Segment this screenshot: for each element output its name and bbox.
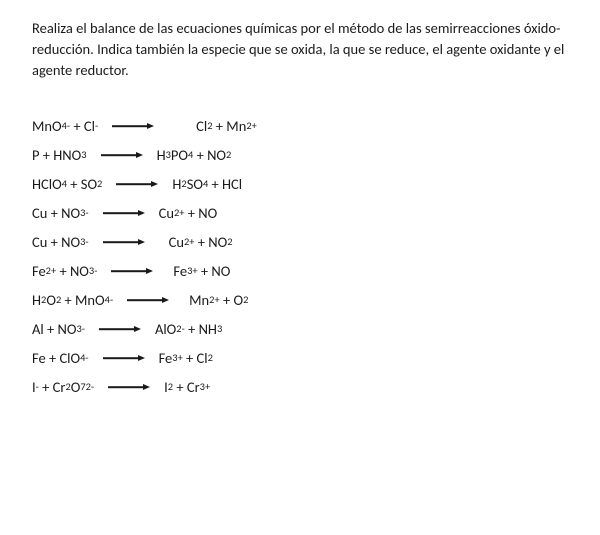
equation-row: Cu + NO3- Cu2+ + NO2: [32, 235, 572, 250]
equation-rhs: I2 + Cr3+: [164, 380, 210, 395]
arrow-icon: [101, 353, 147, 363]
arrow-icon: [106, 382, 152, 392]
arrow-icon: [97, 324, 143, 334]
equation-rhs: Mn2+ + O2: [183, 293, 248, 308]
arrow-icon: [99, 150, 145, 160]
equation-row: H2O2 + MnO4- Mn2+ + O2: [32, 293, 572, 308]
equations-list: MnO4- + Cl- Cl2 + Mn2+ P + HNO3 H3PO4 + NO2…: [32, 119, 572, 395]
equation-row: Fe + ClO4- Fe3+ + Cl2: [32, 351, 572, 366]
equation-lhs: MnO4- + Cl-: [32, 119, 98, 134]
equation-lhs: I- + Cr2O72-: [32, 380, 94, 395]
equation-rhs: Fe3+ + NO: [167, 264, 230, 279]
equation-rhs: H2SO4 + HCl: [172, 177, 242, 192]
arrow-icon: [101, 237, 147, 247]
equation-rhs: AlO2- + NH3: [155, 322, 222, 337]
equation-row: P + HNO3 H3PO4 + NO2: [32, 148, 572, 163]
equation-row: HClO4 + SO2 H2SO4 + HCl: [32, 177, 572, 192]
equation-lhs: Al + NO3-: [32, 322, 85, 337]
equation-lhs: Fe + ClO4-: [32, 351, 89, 366]
equation-rhs: Cu2+ + NO2: [159, 235, 233, 250]
arrow-icon: [125, 295, 171, 305]
equation-lhs: P + HNO3: [32, 148, 87, 163]
equation-row: I- + Cr2O72- I2 + Cr3+: [32, 380, 572, 395]
arrow-icon: [114, 179, 160, 189]
equation-row: Cu + NO3- Cu2+ + NO: [32, 206, 572, 221]
equation-lhs: H2O2 + MnO4-: [32, 293, 113, 308]
equation-lhs: Fe2+ + NO3-: [32, 264, 97, 279]
arrow-icon: [110, 121, 156, 131]
equation-row: MnO4- + Cl- Cl2 + Mn2+: [32, 119, 572, 134]
equation-rhs: Fe3+ + Cl2: [159, 351, 213, 366]
equation-rhs: H3PO4 + NO2: [157, 148, 232, 163]
arrow-icon: [109, 266, 155, 276]
equation-lhs: HClO4 + SO2: [32, 177, 102, 192]
equation-lhs: Cu + NO3-: [32, 206, 89, 221]
instructions-text: Realiza el balance de las ecuaciones quí…: [32, 18, 572, 81]
arrow-icon: [101, 208, 147, 218]
equation-lhs: Cu + NO3-: [32, 235, 89, 250]
equation-rhs: Cu2+ + NO: [159, 206, 218, 221]
equation-rhs: Cl2 + Mn2+: [168, 119, 257, 134]
equation-row: Al + NO3- AlO2- + NH3: [32, 322, 572, 337]
equation-row: Fe2+ + NO3- Fe3+ + NO: [32, 264, 572, 279]
